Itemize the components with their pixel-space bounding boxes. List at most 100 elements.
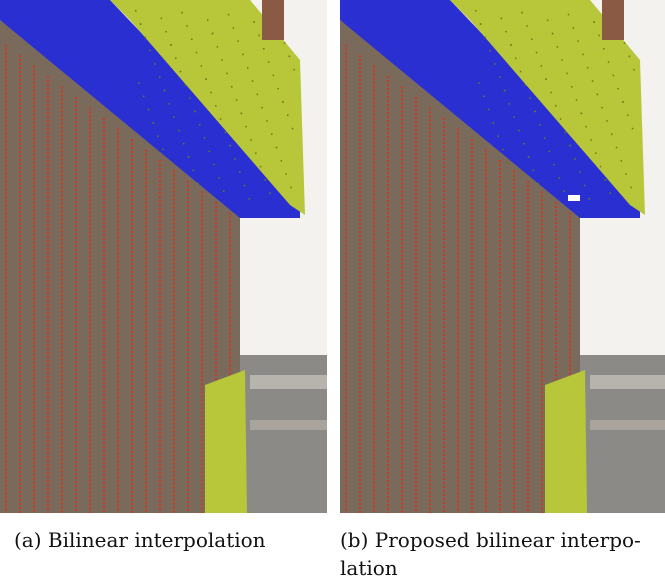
roof-dot xyxy=(176,188,179,191)
roof-dot xyxy=(287,114,289,116)
roof-dot xyxy=(491,181,493,183)
roof-dot xyxy=(184,84,187,86)
roof-dot xyxy=(248,198,251,200)
roof-dot xyxy=(532,169,535,172)
roof-dot xyxy=(551,32,554,35)
roof-dot xyxy=(272,74,275,77)
roof-dot xyxy=(478,82,480,84)
subfigure-a-label: (a) xyxy=(14,528,42,552)
roof-dot xyxy=(261,106,263,109)
roof-dot xyxy=(604,179,607,181)
roof-dots xyxy=(475,10,635,200)
roof-dot xyxy=(585,125,587,128)
roof-dot xyxy=(234,158,236,160)
roof-dot xyxy=(611,133,613,135)
roof-dot xyxy=(511,175,514,177)
roof-dot xyxy=(138,82,140,84)
building-ledge xyxy=(250,375,327,389)
roof-dot xyxy=(277,87,279,90)
roof-dot xyxy=(232,27,235,29)
roof-dot xyxy=(547,19,549,21)
roof-dot xyxy=(251,80,254,82)
roof-dot xyxy=(186,25,188,27)
roof-dot xyxy=(250,139,252,141)
roof-dot xyxy=(543,137,546,139)
roof-dot xyxy=(500,17,503,20)
roof-dot xyxy=(587,67,589,69)
roof-dot xyxy=(577,40,579,42)
roof-dot xyxy=(513,116,515,118)
roof-dot xyxy=(628,55,631,58)
roof-dot xyxy=(507,162,509,164)
roof-dot xyxy=(143,95,145,97)
roof-dot xyxy=(167,162,169,164)
roof-dot xyxy=(211,32,214,35)
roof-dot xyxy=(205,78,207,80)
roof-dot xyxy=(595,152,597,154)
roof-dot xyxy=(601,106,603,109)
roof-dot xyxy=(495,194,498,196)
subfigure-a-caption: (a) Bilinear interpolation xyxy=(14,526,314,554)
roof-dots xyxy=(135,10,295,200)
roof-dot xyxy=(183,143,185,145)
building-ledge xyxy=(590,420,665,430)
roof-chimney xyxy=(602,0,624,40)
roof-dot xyxy=(271,133,273,135)
roof-dot xyxy=(502,148,504,151)
roof-dot xyxy=(596,93,599,96)
roof-dot xyxy=(519,70,522,73)
roof-dot xyxy=(200,65,203,67)
roof-dot xyxy=(572,27,575,29)
roof-dot xyxy=(630,186,632,189)
roof-dot xyxy=(564,131,567,134)
roof-dot xyxy=(243,184,246,187)
roof-surface xyxy=(450,0,645,215)
roof-edge xyxy=(0,0,300,218)
roof-dot xyxy=(152,122,155,124)
roof-dot xyxy=(534,110,536,113)
roof-dot xyxy=(569,144,571,147)
roof-dot xyxy=(583,184,586,187)
roof-dot xyxy=(483,95,485,97)
roof-dot xyxy=(258,34,260,37)
roof-dot xyxy=(219,118,222,120)
roof-dot xyxy=(567,13,570,16)
roof-dot xyxy=(550,91,552,94)
roof-dot xyxy=(165,30,167,33)
roof-dot xyxy=(226,72,228,75)
point-cloud-render-a xyxy=(0,0,327,513)
roof-dot xyxy=(216,46,219,48)
building-ledge xyxy=(590,375,665,389)
roof-dot xyxy=(207,19,209,21)
roof-chimney xyxy=(262,0,284,40)
roof-dot xyxy=(566,72,568,75)
roof-dot xyxy=(607,61,610,63)
roof-dot xyxy=(497,135,499,137)
subfigure-b-caption: (b) Proposed bilinear interpo- lation xyxy=(340,526,665,582)
roof-dot xyxy=(175,57,177,59)
roof-dot xyxy=(202,196,204,198)
roof-dot xyxy=(593,21,595,23)
roof-dot xyxy=(524,84,527,86)
roof-dot xyxy=(240,112,243,115)
roof-dot xyxy=(561,59,563,61)
roof-dot xyxy=(213,163,215,166)
gap-highlight xyxy=(568,195,580,201)
roof-dot xyxy=(556,46,559,48)
roof-dot xyxy=(521,11,523,14)
roof-dot xyxy=(149,49,151,52)
roof-dot xyxy=(263,48,265,50)
roof-dot xyxy=(160,17,163,20)
roof-dot xyxy=(606,120,608,122)
roof-dot xyxy=(221,59,223,61)
roof-dot xyxy=(235,99,238,101)
roof-dot xyxy=(237,40,239,42)
roof-edge xyxy=(340,0,640,218)
building-wall xyxy=(0,20,240,513)
roof-dot xyxy=(191,38,193,40)
roof-dot xyxy=(612,74,615,77)
roof-dot xyxy=(155,194,158,196)
roof-dot xyxy=(288,55,291,58)
roof-dot xyxy=(290,186,292,189)
roof-dot xyxy=(293,68,295,71)
